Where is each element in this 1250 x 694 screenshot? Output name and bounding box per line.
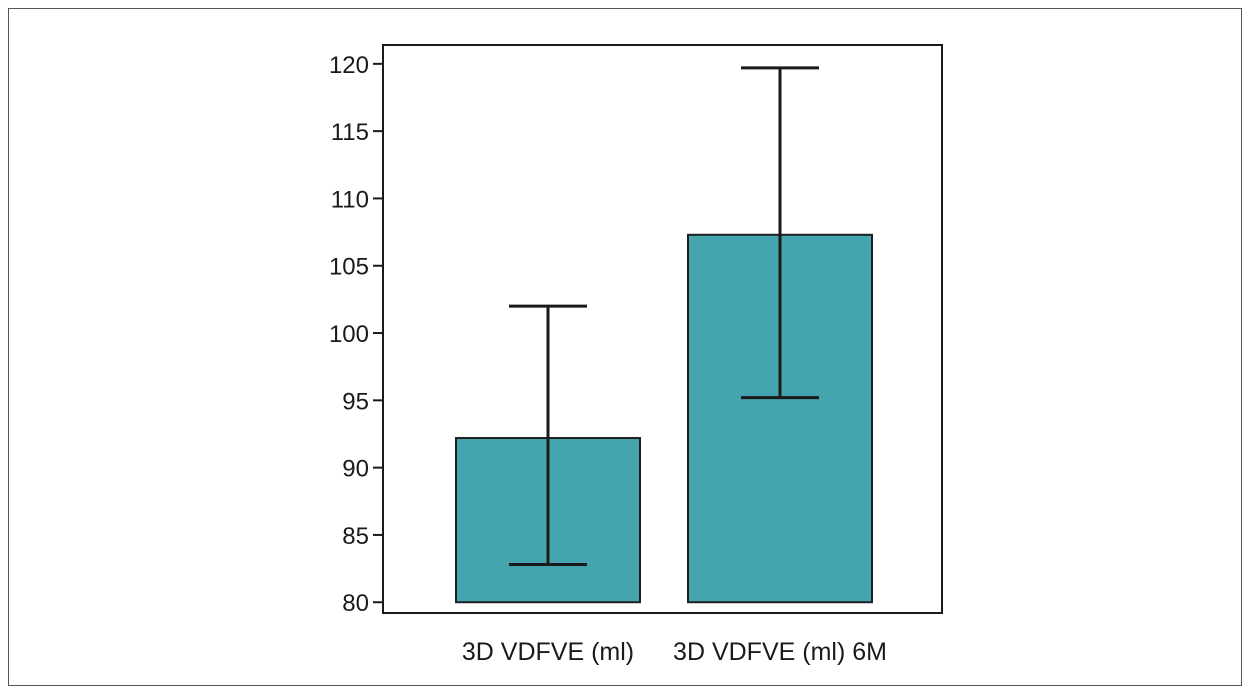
y-tick-label-115: 115 [331,119,369,146]
plot-frame [382,44,943,614]
error-bars-group [509,66,819,567]
y-tick-label-105: 105 [329,254,369,281]
y-tick-label-85: 85 [342,523,369,550]
y-tick-label-120: 120 [329,52,369,79]
category-label-2: 3D VDFVE (ml) 6M [673,638,887,666]
category-label-1: 3D VDFVE (ml) [462,638,634,666]
axes-group [382,44,943,614]
y-tick-label-110: 110 [331,186,369,213]
y-tick-label-90: 90 [342,456,369,483]
y-tick-label-95: 95 [342,388,369,415]
bars-group [455,233,873,604]
y-tick-label-100: 100 [329,321,369,348]
y-ticks-group: 80 85 90 95 100 105 110 115 120 [329,52,383,617]
y-tick-label-80: 80 [342,590,369,617]
category-labels-group: 3D VDFVE (ml) 3D VDFVE (ml) 6M [462,638,887,666]
